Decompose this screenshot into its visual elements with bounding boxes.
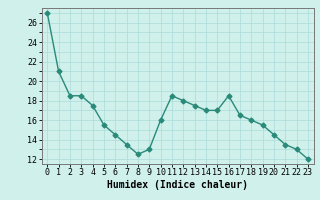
X-axis label: Humidex (Indice chaleur): Humidex (Indice chaleur) xyxy=(107,180,248,190)
